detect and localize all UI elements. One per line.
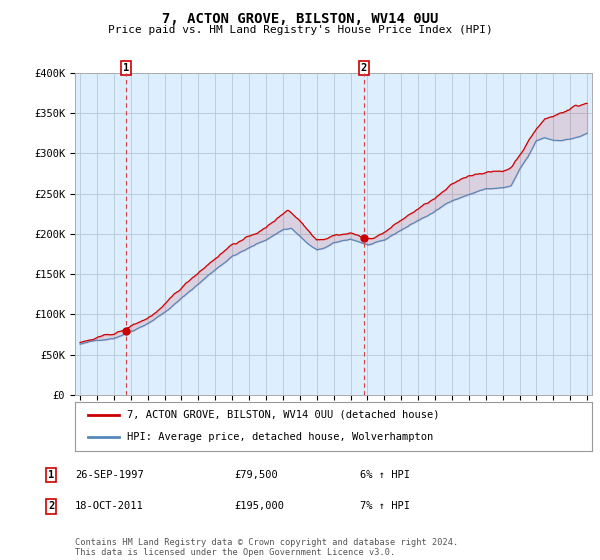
Text: 1: 1 — [48, 470, 54, 480]
Text: 2: 2 — [48, 501, 54, 511]
Text: 18-OCT-2011: 18-OCT-2011 — [75, 501, 144, 511]
Text: 7% ↑ HPI: 7% ↑ HPI — [360, 501, 410, 511]
Text: 7, ACTON GROVE, BILSTON, WV14 0UU (detached house): 7, ACTON GROVE, BILSTON, WV14 0UU (detac… — [127, 410, 439, 420]
Text: 2: 2 — [361, 63, 367, 73]
Text: 1: 1 — [123, 63, 130, 73]
Text: Contains HM Land Registry data © Crown copyright and database right 2024.
This d: Contains HM Land Registry data © Crown c… — [75, 538, 458, 557]
Text: 26-SEP-1997: 26-SEP-1997 — [75, 470, 144, 480]
Text: £195,000: £195,000 — [234, 501, 284, 511]
Text: 6% ↑ HPI: 6% ↑ HPI — [360, 470, 410, 480]
Text: £79,500: £79,500 — [234, 470, 278, 480]
Text: Price paid vs. HM Land Registry's House Price Index (HPI): Price paid vs. HM Land Registry's House … — [107, 25, 493, 35]
Text: HPI: Average price, detached house, Wolverhampton: HPI: Average price, detached house, Wolv… — [127, 432, 433, 442]
Text: 7, ACTON GROVE, BILSTON, WV14 0UU: 7, ACTON GROVE, BILSTON, WV14 0UU — [162, 12, 438, 26]
